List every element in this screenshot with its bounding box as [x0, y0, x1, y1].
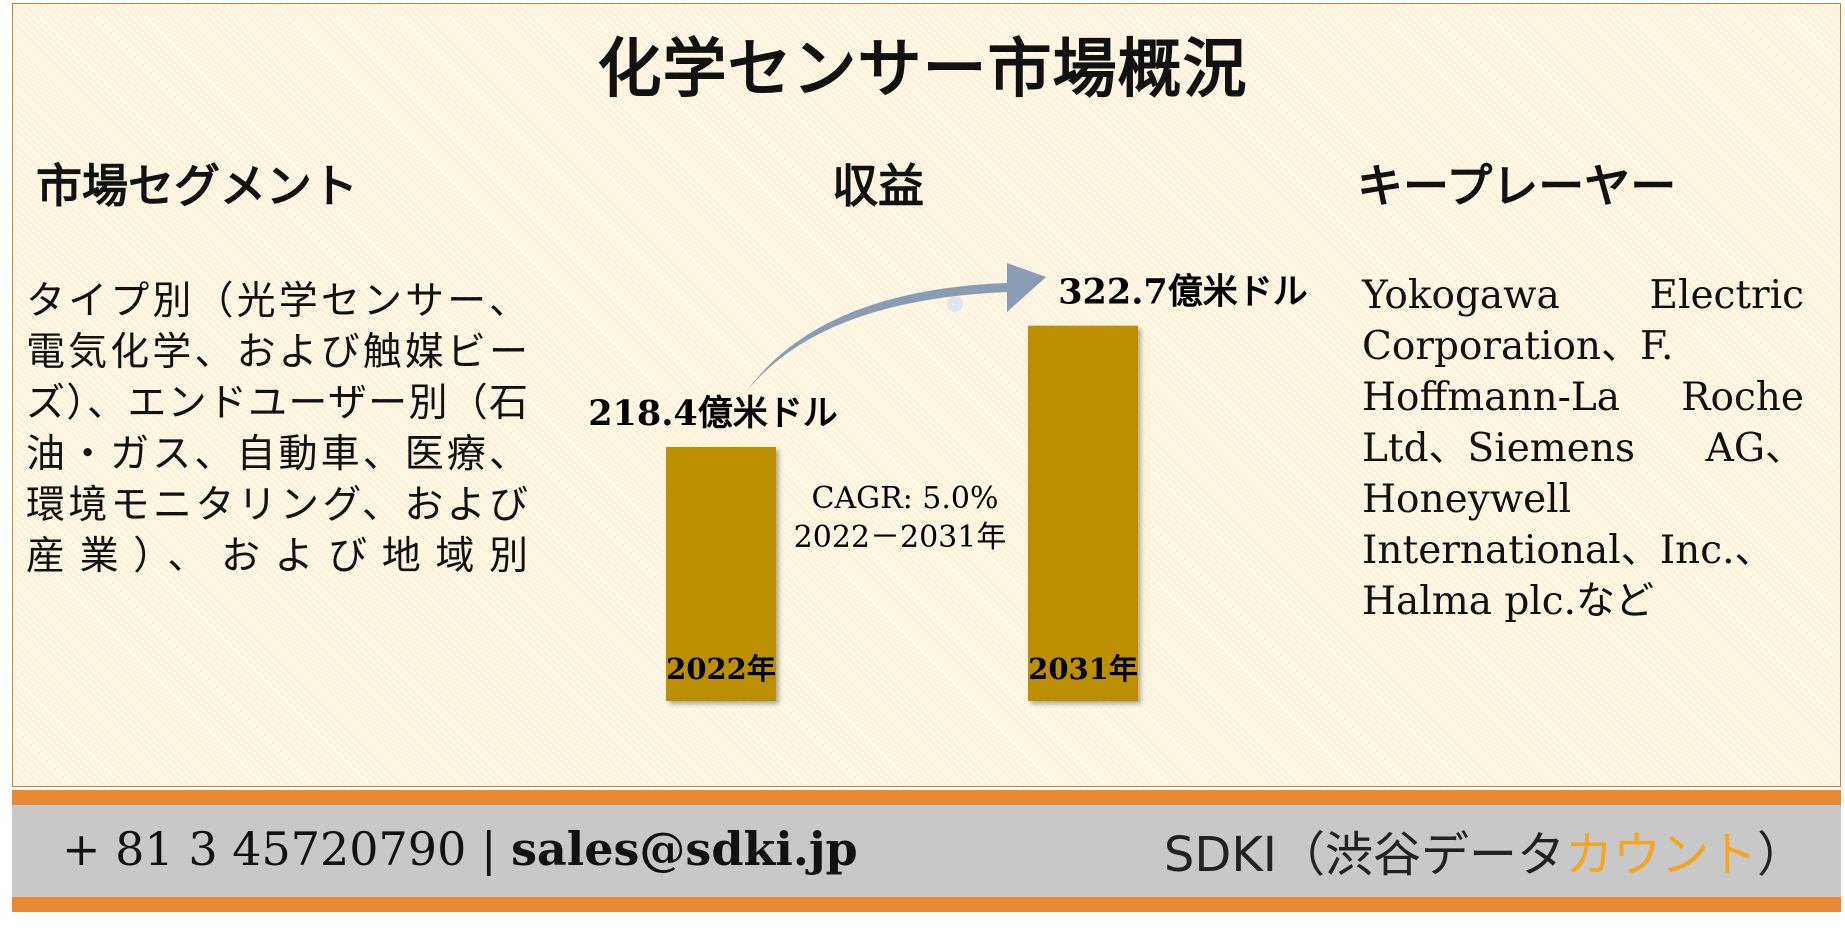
brand-accent: カウント	[1564, 827, 1757, 883]
player-line: Ltd、Siemens AG、	[1362, 423, 1804, 474]
player-text: Yokogawa	[1362, 273, 1560, 318]
arrow-dot-icon	[947, 296, 963, 312]
growth-arrow-icon	[746, 263, 1046, 392]
page-title: 化学センサー市場概況	[597, 32, 1248, 107]
player-text: Electric	[1649, 273, 1805, 318]
segments-heading: 市場セグメント	[36, 159, 358, 213]
player-text: Hoffmann-La	[1362, 375, 1620, 420]
player-line: Halma plc.など	[1362, 576, 1804, 627]
player-line: Honeywell	[1362, 474, 1804, 525]
player-text: Honeywell	[1362, 477, 1572, 522]
player-line: Hoffmann-La Roche	[1362, 372, 1804, 423]
player-text: Ltd、Siemens	[1362, 426, 1636, 471]
bar-1	[666, 447, 776, 701]
footer-bar	[12, 805, 1841, 897]
player-line: Yokogawa Electric	[1362, 270, 1804, 321]
category-label: 2031年	[1028, 652, 1138, 686]
player-line: International、Inc.、	[1362, 525, 1804, 576]
value-label: 322.7億米ドル	[1058, 272, 1308, 313]
phone-number: + 81 3 45720790	[62, 822, 467, 876]
player-text: AG、	[1705, 426, 1804, 471]
player-text: International、Inc.、	[1362, 528, 1774, 573]
cagr-label: CAGR: 5.0%	[811, 481, 998, 516]
player-line: Corporation、F.	[1362, 321, 1804, 372]
email-address: sales@sdki.jp	[511, 822, 858, 876]
brand-prefix: SDKI（渋谷データ	[1163, 827, 1565, 883]
infographic-panel	[12, 3, 1841, 787]
cagr-period-label: 2022－2031年	[794, 520, 1007, 555]
player-text: Halma plc.など	[1362, 579, 1655, 624]
contact-separator: |	[480, 822, 497, 876]
segments-text: タイプ別（光学センサー、電気化学、および触媒ビーズ）、エンドユーザー別（石油・ガ…	[26, 279, 528, 579]
bar-2	[1028, 325, 1138, 701]
players-heading: キープレーヤー	[1357, 159, 1677, 213]
contact-info: + 81 3 45720790 | sales@sdki.jp	[62, 822, 858, 876]
brand-suffix: ）	[1756, 827, 1805, 883]
player-text: Roche	[1681, 375, 1804, 420]
player-text: Corporation、F.	[1362, 324, 1674, 369]
players-list: Yokogawa Electric Corporation、F. Hoffmann-L…	[1362, 270, 1804, 627]
brand-name: SDKI（渋谷データカウント）	[1164, 815, 1805, 885]
revenue-heading: 収益	[832, 159, 924, 213]
category-label: 2022年	[666, 652, 776, 686]
value-label: 218.4億米ドル	[588, 393, 838, 434]
